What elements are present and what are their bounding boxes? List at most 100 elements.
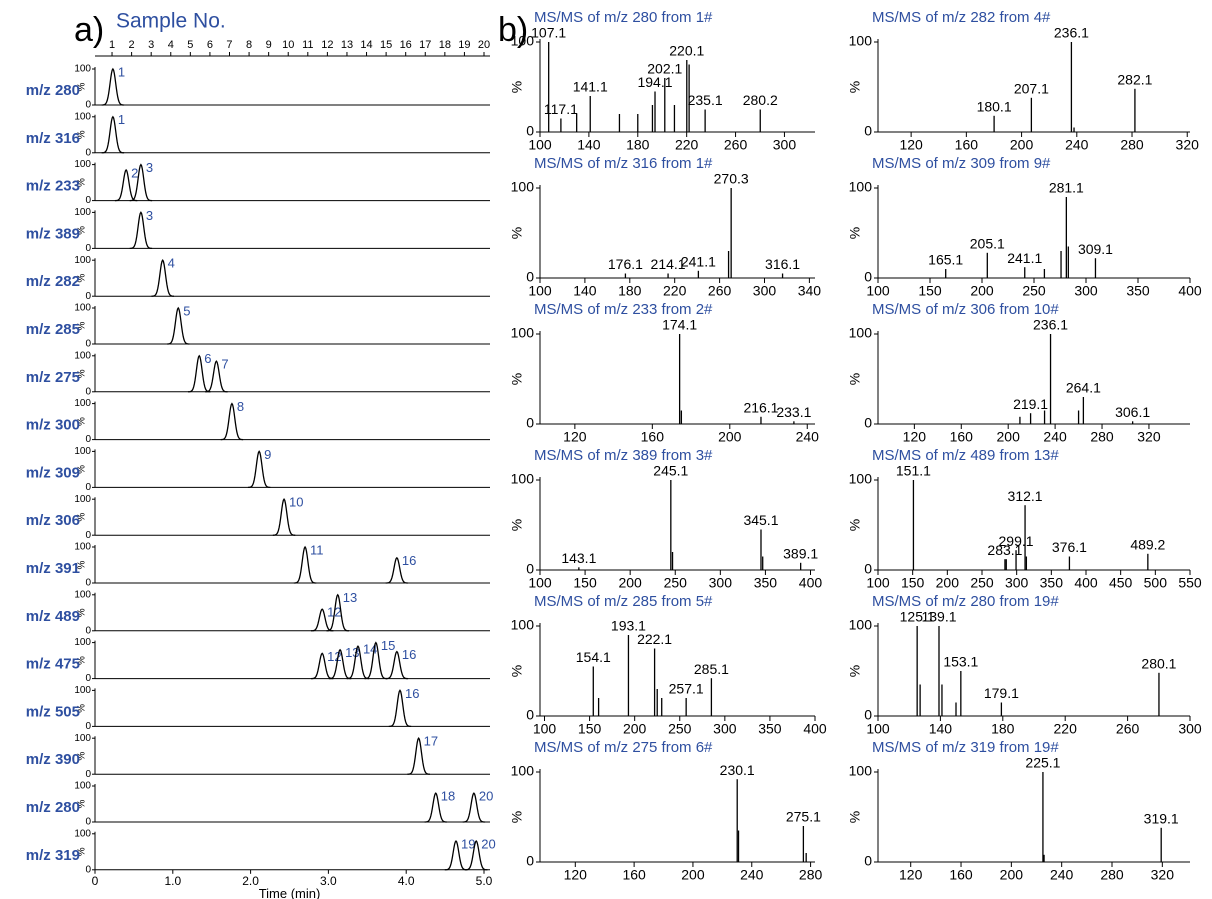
- panel-label: b): [498, 11, 528, 49]
- peak-label: 235.1: [688, 92, 723, 108]
- x2-tick-label: 19: [458, 39, 470, 51]
- x-tick-label: 160: [641, 429, 665, 445]
- x-tick-label: 100: [528, 137, 552, 153]
- x2-tick-label: 4: [168, 39, 174, 51]
- peak: [326, 593, 349, 632]
- y-axis-title: %: [77, 513, 88, 522]
- peak-label: 236.1: [1033, 317, 1068, 333]
- x-tick-label: 140: [577, 137, 601, 153]
- x-tick-label: 450: [1109, 575, 1133, 591]
- peak-label: 15: [381, 638, 395, 653]
- y-tick-label: 100: [74, 685, 91, 696]
- peak-label: 345.1: [743, 512, 778, 528]
- x-tick-label: 320: [1151, 867, 1175, 883]
- peak-label: 154.1: [576, 649, 611, 665]
- peak-label: 389.1: [783, 546, 818, 562]
- peak-label: 179.1: [984, 685, 1019, 701]
- peak: [151, 258, 174, 297]
- y-axis-title: %: [77, 752, 88, 761]
- peak-label: 489.2: [1130, 537, 1165, 553]
- trace-name: m/z 390: [26, 751, 80, 768]
- x-tick-label: 240: [740, 867, 764, 883]
- x2-tick-label: 13: [341, 39, 353, 51]
- x-tick-label: 200: [997, 429, 1021, 445]
- y-axis-title: %: [509, 373, 525, 385]
- x-tick-label: 250: [664, 575, 688, 591]
- y-axis-title: %: [847, 519, 863, 531]
- peak-label: 176.1: [608, 256, 643, 272]
- peak-label: 312.1: [1008, 488, 1043, 504]
- peak: [385, 650, 409, 680]
- x-tick-label: 250: [668, 721, 692, 737]
- x-tick-label: 200: [936, 575, 960, 591]
- x-tick-label: 350: [1040, 575, 1064, 591]
- spectrum-title: MS/MS of m/z 306 from 10#: [872, 301, 1059, 318]
- y-tick-label: 0: [864, 853, 872, 869]
- y-axis-title: %: [509, 227, 525, 239]
- y-axis-title: %: [847, 81, 863, 93]
- y-tick-label: 100: [511, 33, 535, 49]
- y-tick-label: 0: [85, 817, 91, 828]
- x-tick-label: 240: [796, 429, 820, 445]
- peak-label: 20: [481, 836, 495, 851]
- y-axis-title: %: [509, 665, 525, 677]
- y-tick-label: 100: [74, 207, 91, 218]
- peak-label: 141.1: [573, 79, 608, 95]
- y-tick-label: 0: [85, 339, 91, 350]
- peak-label: 143.1: [561, 550, 596, 566]
- y-tick-label: 100: [849, 33, 873, 49]
- y-axis-title: %: [509, 811, 525, 823]
- peak: [462, 792, 486, 823]
- x-tick-label: 400: [1074, 575, 1098, 591]
- x-tick-label: 260: [724, 137, 748, 153]
- x2-tick-label: 8: [246, 39, 252, 51]
- x-tick-label: 220: [675, 137, 699, 153]
- y-tick-label: 100: [74, 159, 91, 170]
- y-tick-label: 0: [85, 386, 91, 397]
- y-tick-label: 0: [85, 147, 91, 158]
- peak: [205, 360, 228, 393]
- x-tick-label: 340: [798, 283, 822, 299]
- y-tick-label: 0: [85, 195, 91, 206]
- x-tick-label: 280: [799, 867, 823, 883]
- y-tick-label: 100: [849, 763, 873, 779]
- peak: [129, 211, 153, 250]
- peak: [328, 648, 352, 680]
- peak-label: 7: [221, 357, 228, 372]
- peak-label: 19: [461, 836, 475, 851]
- peak-label: 230.1: [720, 762, 755, 778]
- peak: [101, 67, 125, 106]
- x-tick-label: 400: [799, 575, 823, 591]
- peak: [220, 402, 244, 441]
- x2-tick-label: 12: [321, 39, 333, 51]
- x-tick-label: 100: [866, 283, 890, 299]
- x2-tick-label: 11: [302, 39, 313, 51]
- trace-name: m/z 306: [26, 512, 80, 529]
- x-tick-label: 160: [955, 137, 979, 153]
- peak-label: 16: [402, 553, 416, 568]
- x-tick-label: 300: [1005, 575, 1029, 591]
- peak-label: 16: [405, 686, 419, 701]
- peak-label: 1: [118, 64, 125, 79]
- peak-label: 8: [237, 399, 244, 414]
- trace-name: m/z 391: [26, 560, 80, 577]
- x-tick-label: 200: [970, 283, 994, 299]
- peak: [129, 163, 153, 202]
- peak-label: 214.1: [651, 256, 686, 272]
- y-axis-title: %: [77, 704, 88, 713]
- trace-name: m/z 285: [26, 321, 80, 338]
- x-tick-label: 550: [1178, 575, 1202, 591]
- peak-label: 9: [264, 447, 271, 462]
- peak: [310, 652, 334, 680]
- peak: [272, 497, 296, 536]
- y-tick-label: 0: [864, 415, 872, 431]
- x-tick-label: 200: [681, 867, 705, 883]
- y-tick-label: 100: [74, 589, 91, 600]
- peak-label: 319.1: [1144, 811, 1179, 827]
- x-tick-label: 300: [773, 137, 797, 153]
- y-axis-title: %: [847, 665, 863, 677]
- y-tick-label: 0: [85, 100, 91, 111]
- spectrum-title: MS/MS of m/z 489 from 13#: [872, 447, 1059, 464]
- peak-label: 139.1: [921, 609, 956, 625]
